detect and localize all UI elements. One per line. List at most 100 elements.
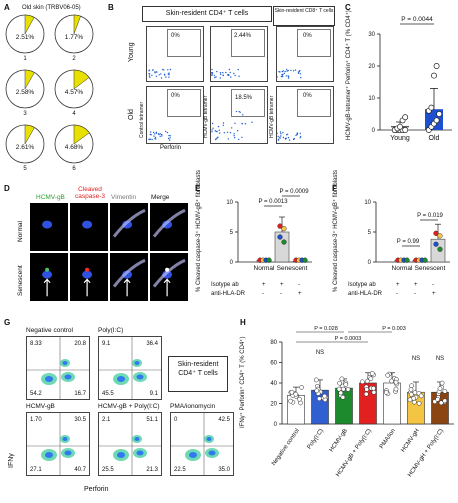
data-point — [412, 390, 418, 396]
cell-event — [222, 72, 224, 74]
quadrant-value: 8.33 — [30, 341, 42, 347]
ns-label: NS — [436, 356, 444, 362]
cell-event — [235, 111, 238, 113]
cell-event — [214, 130, 216, 132]
flow-plot-title: HCMV-gB — [26, 403, 55, 410]
arrow-icon — [163, 278, 171, 297]
cell-event — [211, 72, 214, 74]
cell-event — [169, 68, 172, 71]
cell-event — [162, 68, 164, 71]
cell-event — [296, 133, 299, 135]
cell-event — [165, 130, 167, 133]
cell-event — [279, 136, 281, 139]
panel-e-label: E — [195, 184, 201, 193]
data-point — [339, 376, 345, 382]
channel-merge: Merge — [151, 194, 170, 201]
y-tick-label: 0 — [230, 260, 234, 266]
cell-event — [219, 132, 221, 134]
nucleus — [42, 220, 53, 229]
cell-event — [299, 69, 301, 72]
x-axis-perforin: Perforin — [160, 145, 182, 151]
density-core — [136, 374, 144, 380]
group-label: Normal — [392, 265, 414, 272]
flow-plot-title: PMA/ionomycin — [170, 403, 216, 410]
cd8-header-box: Skin-resident CD8⁺ T cells — [273, 6, 335, 26]
cell-event — [158, 133, 160, 136]
y-tick-label: 10 — [364, 200, 371, 206]
flow-old-control: 0% — [146, 86, 204, 144]
flow-plot-title: HCMV-gB + Poly(I:C) — [98, 403, 160, 410]
pie-slice — [24, 69, 35, 90]
pie-slice — [24, 14, 35, 35]
panel-e-ylabel: % Cleaved caspase-3⁺ HCMV-gB⁺ fibroblast… — [196, 169, 202, 292]
pie-index: 3 — [23, 111, 27, 117]
data-point — [393, 386, 399, 392]
cell-event — [300, 76, 302, 79]
panel-h-chart: 0 20 40 60 80 NS P = 0.028 P = 0.003 P = 0.0003 N… — [270, 326, 454, 428]
data-point — [431, 72, 437, 79]
panel-e-sign-1c: - — [298, 282, 300, 288]
quadrant-value: 40.7 — [74, 467, 86, 473]
quadrant-value: 27.1 — [30, 467, 42, 473]
density-core — [134, 361, 140, 365]
density-core — [45, 376, 53, 382]
flow-plot: 8.33 20.8 54.2 16.7 — [26, 336, 90, 400]
cell-event — [218, 129, 220, 131]
cell-event — [161, 133, 163, 136]
panel-f-sign-2c: + — [432, 291, 436, 297]
density-core — [136, 450, 144, 456]
quadrant-value: 21.3 — [146, 467, 158, 473]
data-point — [359, 379, 365, 385]
cell-event — [166, 131, 169, 134]
data-point — [383, 390, 389, 395]
cell-event — [154, 72, 156, 74]
flow-plot: 2.1 51.1 25.5 21.3 — [98, 412, 162, 476]
data-point — [299, 385, 304, 390]
cell-event — [216, 130, 218, 133]
cell-event — [241, 136, 243, 138]
data-point — [438, 400, 444, 406]
cell-event — [153, 135, 155, 137]
cell-event — [287, 137, 290, 139]
data-point — [437, 246, 443, 252]
panel-f-sign-2a: - — [396, 291, 398, 297]
data-point — [289, 389, 295, 395]
pie-index: 1 — [23, 56, 27, 62]
cell-event — [233, 72, 235, 75]
pie-index: 2 — [72, 56, 76, 62]
cell-event — [283, 72, 285, 75]
data-point — [416, 400, 422, 406]
cell-event — [149, 76, 151, 78]
cell-event — [299, 132, 301, 134]
data-point — [316, 396, 322, 402]
panel-b-label: B — [108, 3, 114, 12]
pie-index: 4 — [72, 111, 76, 117]
quadrant-value: 45.5 — [102, 391, 114, 397]
cell-event — [165, 76, 167, 78]
quadrant-value: 20.8 — [74, 341, 86, 347]
cell-event — [223, 132, 225, 134]
flow-plot-title: Negative control — [26, 327, 73, 334]
cell-event — [148, 138, 150, 141]
cell-event — [277, 138, 280, 140]
pie-slice — [24, 124, 35, 145]
cell-event — [155, 138, 157, 140]
panel-e-sign-2c: + — [298, 291, 302, 297]
cd4-header: Skin-resident CD4⁺ T cells — [165, 10, 249, 17]
panel-a-label: A — [4, 3, 10, 12]
cell-event — [286, 68, 288, 71]
density-core — [189, 452, 197, 458]
quadrant-value: 25.5 — [102, 467, 114, 473]
cell-event — [281, 70, 283, 73]
panel-f-sign-1a: + — [396, 282, 400, 288]
cell-event — [168, 72, 170, 74]
cell-event — [217, 136, 219, 138]
cell-event — [148, 73, 151, 75]
data-point — [371, 385, 376, 391]
cell-event — [216, 70, 218, 73]
quadrant-value: 2.1 — [102, 417, 111, 423]
quadrant-value: 22.5 — [174, 467, 186, 473]
cell-event — [287, 69, 289, 72]
data-point — [281, 239, 287, 245]
group-label: Senescent — [277, 265, 308, 272]
